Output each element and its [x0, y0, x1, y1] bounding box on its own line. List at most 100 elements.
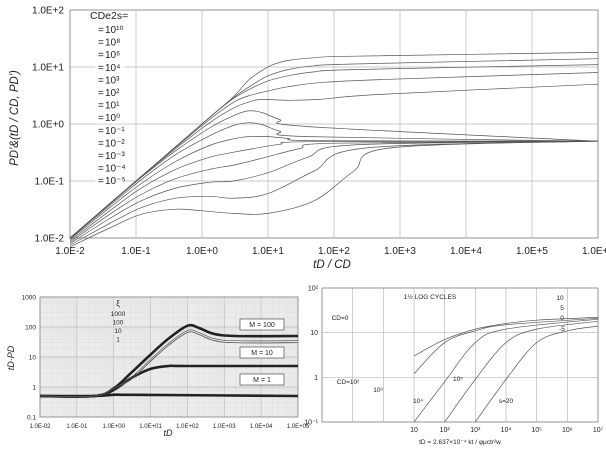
chart-lower-right-annotations: 1½ LOG CYCLES CD=0 CD=10² 10³ 10⁴ 10⁵ s=20 10 5 0… — [332, 293, 566, 405]
chart-main-x-tick-label: 1.0E-2 — [55, 246, 85, 257]
chart-lower-right-y-tick-label: 10² — [308, 286, 319, 293]
chart-lower-left-y-ticks: 0.1 1 10 100 1000 — [22, 295, 37, 422]
chart-lower-left-x-tick-label: 1.0E-02 — [29, 424, 51, 430]
xi-legend-entry: 1 — [116, 337, 120, 344]
chart-main-curve-12 — [69, 140, 599, 246]
chart-main-frame — [69, 9, 599, 239]
chart-lower-left-y-tick-label: 10 — [29, 355, 37, 362]
legend-entry: 10³ — [105, 75, 120, 86]
chart-lower-left-curves — [39, 323, 299, 398]
xi-legend-title: ξ — [116, 299, 120, 308]
chart-main-y-label: PD'&(tD / CD, PD') — [9, 70, 21, 166]
legend-entry-backdrop — [95, 175, 125, 187]
chart-main-curve-10 — [69, 140, 599, 243]
legend-entry-equals: = — [98, 101, 104, 112]
chart-lower-right-y-tick-label: 10 — [310, 330, 318, 337]
legend-entry-backdrop — [95, 137, 125, 149]
chart-lower-left-annotation: M = 10 — [251, 350, 273, 357]
chart-lower-left-x-ticks: 1.0E-02 1.0E-01 1.0E+00 1.0E+01 1.0E+02 1.0E+… — [29, 424, 309, 430]
xi-legend-entry: 100 — [113, 320, 124, 327]
chart-main-curve-5 — [69, 83, 599, 239]
chart-main-x-tick-label: 1.0E+6 — [582, 246, 606, 257]
chart-main-x-tick-label: 1.0E+4 — [450, 246, 482, 257]
legend-entry-equals: = — [98, 113, 104, 124]
legend-entry-backdrop — [95, 49, 125, 61]
chart-lower-right-x-tick-label: 10⁶ — [562, 427, 573, 434]
chart-main-y-tick-label: 1.0E+0 — [32, 120, 64, 131]
chart-main-curve-7 — [69, 122, 599, 239]
chart-lower-right-x-tick-label: 10² — [440, 427, 451, 434]
chart-lower-right-grid — [321, 287, 599, 423]
legend-entry: 10⁻¹ — [105, 126, 125, 137]
legend-entry: 10⁴ — [105, 63, 120, 74]
chart-lower-right: 10 10² 10³ 10⁴ 10⁵ 10⁶ 10⁷ 10² 10 1 10⁻¹ 1½ LOG C… — [304, 286, 603, 447]
chart-lower-left-x-tick-label: 1.0E+03 — [213, 424, 236, 430]
chart-main-y-ticks: 1.0E-2 1.0E-1 1.0E+0 1.0E+1 1.0E+2 — [32, 6, 64, 245]
legend-entry-backdrop — [95, 162, 125, 175]
legend-entry: 10⁻⁵ — [105, 176, 126, 187]
chart-lower-right-curve-2 — [413, 317, 599, 375]
chart-lower-left-x-label: tD — [164, 428, 174, 438]
legend-entry-equals: = — [98, 126, 104, 137]
chart-lower-left-x-tick-label: 1.0E+02 — [176, 424, 199, 430]
legend-entry-equals: = — [98, 63, 104, 74]
xi-legend-entry: 1000 — [111, 311, 126, 318]
chart-lower-left-annotation: M = 1 — [253, 377, 271, 384]
chart-lower-left-x-tick-label: 1.0E+01 — [139, 424, 162, 430]
legend-entry: 10⁰ — [105, 113, 120, 124]
chart-main-curves — [69, 52, 599, 248]
chart-lower-right-x-tick-label: 10⁴ — [501, 427, 512, 434]
chart-lower-right-x-ticks: 10 10² 10³ 10⁴ 10⁵ 10⁶ 10⁷ — [410, 427, 604, 434]
chart-lower-left-y-tick-label: 1 — [32, 385, 36, 392]
chart-lower-right-x-tick-label: 10⁵ — [531, 427, 542, 434]
chart-lower-left-x-tick-label: 1.0E+04 — [250, 424, 273, 430]
legend-entry-backdrop — [95, 61, 125, 74]
chart-lower-right-x-tick-label: 10 — [410, 427, 418, 434]
chart-lower-right-annotation: 10³ — [373, 387, 383, 394]
chart-main-curve-13 — [69, 140, 599, 248]
chart-lower-right-x-tick-label: 10³ — [470, 427, 481, 434]
legend-entry-backdrop — [95, 36, 125, 49]
legend-entry: 10⁶ — [105, 50, 120, 61]
legend-entry: 10¹ — [105, 101, 120, 112]
legend-entry-equals: = — [98, 138, 104, 149]
chart-lower-right-curve-5 — [475, 325, 599, 423]
chart-lower-right-annotation: 10⁴ — [413, 398, 423, 405]
chart-main-curve-8 — [69, 136, 599, 240]
chart-lower-left-y-tick-label: 0.1 — [27, 415, 36, 422]
chart-lower-right-annotation: 10⁵ — [453, 376, 463, 383]
chart-lower-right-annotation: 10 — [556, 295, 564, 302]
legend-entry: 10⁻³ — [105, 151, 125, 162]
legend-entry-equals: = — [98, 88, 104, 99]
chart-lower-left-thin-curve — [39, 331, 299, 397]
chart-main-y-tick-label: 1.0E-2 — [35, 234, 65, 245]
chart-main-curve-9 — [69, 140, 599, 241]
legend-entry-backdrop — [95, 99, 125, 112]
chart-lower-right-annotation: 0 — [560, 315, 564, 322]
chart-lower-right-annotation: 1½ LOG CYCLES — [404, 293, 457, 301]
chart-main-x-tick-label: 1.0E-1 — [121, 246, 151, 257]
chart-main: 1.0E-2 1.0E-1 1.0E+0 1.0E+1 1.0E+2 1.0E+3 1.0E… — [9, 6, 606, 272]
chart-lower-right-annotation: CD=0 — [332, 315, 349, 322]
chart-lower-right-frame — [321, 287, 599, 423]
chart-lower-right-curve-4 — [444, 320, 599, 423]
chart-lower-right-curve-1 — [413, 317, 599, 357]
chart-lower-right-annotation: 5 — [560, 305, 564, 312]
chart-lower-left-curve-3 — [39, 393, 299, 398]
legend-entry-backdrop — [95, 24, 125, 36]
chart-main-y-tick-label: 1.0E-1 — [35, 177, 65, 188]
chart-lower-right-y-tick-label: 10⁻¹ — [304, 420, 318, 427]
chart-lower-left-frame — [39, 296, 299, 418]
chart-lower-right-annotation: s=20 — [499, 398, 514, 405]
chart-main-x-ticks: 1.0E-2 1.0E-1 1.0E+0 1.0E+1 1.0E+2 1.0E+3 1.0E… — [55, 246, 606, 257]
chart-main-y-tick-label: 1.0E+2 — [32, 6, 64, 17]
chart-lower-left-y-tick-label: 100 — [25, 325, 36, 332]
chart-lower-left-annotations: M = 100 M = 10 M = 1 — [239, 318, 285, 386]
legend-entry-backdrop — [95, 124, 125, 137]
chart-lower-right-y-tick-label: 1 — [314, 375, 318, 382]
legend-entry-equals: = — [98, 151, 104, 162]
chart-main-curve-6 — [69, 110, 599, 239]
chart-lower-left-x-tick-label: 1.0E+00 — [102, 424, 125, 430]
